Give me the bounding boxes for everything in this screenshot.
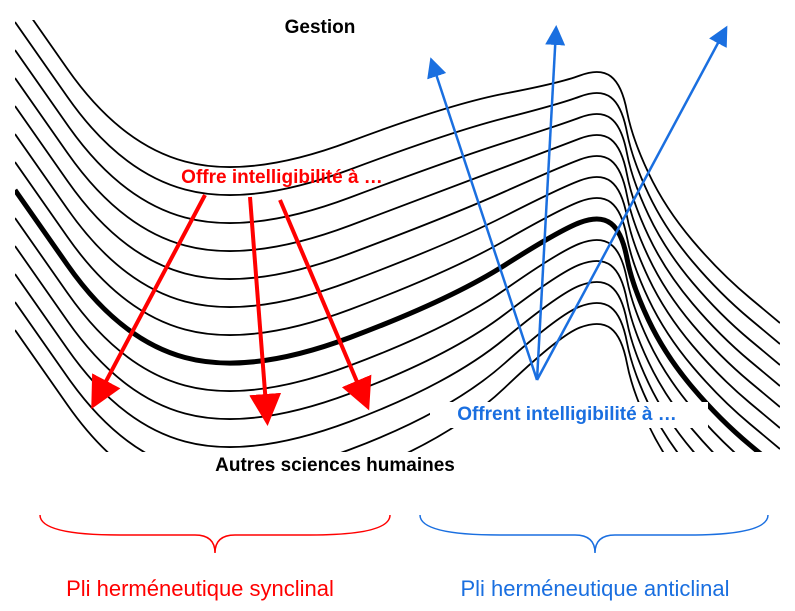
fold-line (32, 20, 780, 324)
red-annotation: Offre intelligibilité à … (181, 167, 383, 188)
blue-arrows (427, 25, 728, 381)
blue-annotation: Offrent intelligibilité à … (457, 404, 677, 425)
red-arrows (91, 194, 372, 426)
label-background (430, 402, 708, 428)
fold-line (15, 105, 780, 408)
fold-line (15, 49, 780, 366)
thick-fold-line (15, 188, 763, 452)
right-caption: Pli herméneutique anticlinal (460, 576, 729, 601)
fold-line (15, 77, 780, 387)
bottom-label: Autres sciences humaines (215, 455, 455, 476)
fold-line (15, 133, 780, 429)
fold-line (15, 323, 665, 452)
fold-line (15, 161, 780, 450)
left-caption: Pli herméneutique synclinal (66, 576, 334, 601)
left-brace (39, 514, 391, 554)
fold-line (15, 245, 714, 452)
fold-line (15, 217, 736, 452)
fold-line (15, 21, 780, 345)
top-label: Gestion (285, 17, 356, 38)
fold-lines (15, 20, 780, 452)
right-brace (419, 514, 769, 554)
